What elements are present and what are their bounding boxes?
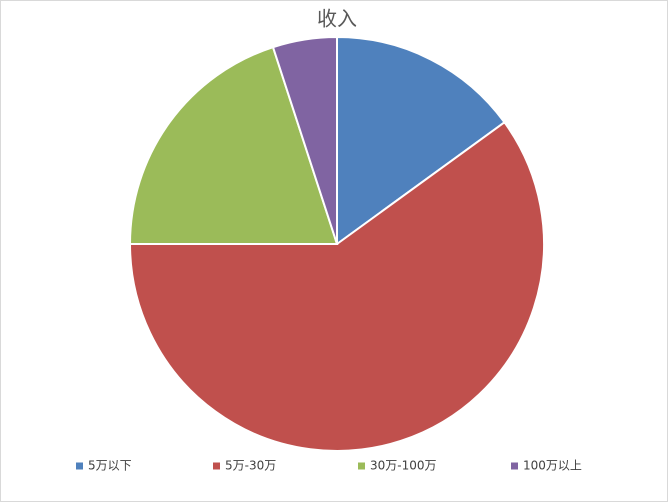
pie-slice <box>128 120 545 452</box>
pie-slice <box>128 45 339 245</box>
legend-swatch <box>358 462 365 470</box>
legend-label: 100万以上 <box>523 459 582 473</box>
legend-label: 5万以下 <box>88 459 132 473</box>
legend-label: 30万-100万 <box>370 459 437 473</box>
pie-slice <box>271 35 338 245</box>
legend-label: 5万-30万 <box>225 459 276 473</box>
legend-swatch <box>76 462 83 470</box>
legend-swatch <box>213 462 220 470</box>
pie-slice <box>336 35 506 246</box>
chart-title: 收入 <box>317 7 357 31</box>
legend-swatch <box>511 462 518 470</box>
